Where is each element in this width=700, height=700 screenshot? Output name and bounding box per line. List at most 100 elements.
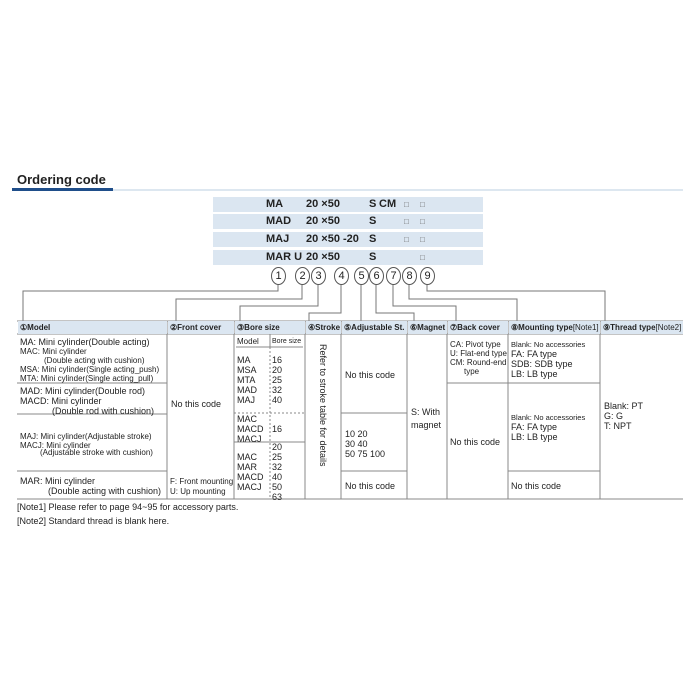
code-back-cover: CM bbox=[379, 198, 397, 210]
front-cover-f: F: Front mounting bbox=[170, 477, 234, 486]
back-cover-cm: CM: Round-end bbox=[450, 358, 507, 367]
mounting-blank: Blank: No accessories bbox=[511, 340, 586, 349]
code-bore-stroke: 20 ×50 bbox=[306, 251, 340, 263]
header-label: Thread type bbox=[610, 323, 656, 332]
title-underline bbox=[113, 189, 683, 191]
column-header-4: ④Stroke bbox=[306, 321, 341, 334]
thread-pt: Blank: PT bbox=[604, 401, 644, 411]
column-header-6: ⑥Magnet bbox=[408, 321, 447, 334]
position-marker-2: 2 bbox=[295, 267, 310, 285]
header-num: ⑨ bbox=[603, 323, 611, 332]
header-label: Front cover bbox=[177, 323, 222, 332]
back-cover-ca: CA: Pivot type bbox=[450, 340, 501, 349]
connector-6 bbox=[375, 285, 415, 321]
adjustable-values: 10 20 30 40 50 75 100 bbox=[345, 429, 386, 459]
model-mac: MAC: Mini cylinder bbox=[20, 347, 87, 356]
model-group-3: MAJ: Mini cylinder(Adjustable stroke) MA… bbox=[20, 432, 153, 457]
position-marker-1: 1 bbox=[271, 267, 286, 285]
bore-g3-sizes: 20 25 32 40 50 63 bbox=[272, 442, 283, 502]
code-row: MAD 20 ×50 S □ □ bbox=[213, 214, 483, 229]
code-magnet: S bbox=[369, 215, 377, 227]
model-mac-desc: (Double acting with cushion) bbox=[44, 356, 145, 365]
mounting-fa-2: FA: FA type bbox=[511, 422, 558, 432]
code-magnet: S bbox=[369, 251, 377, 263]
code-bore-stroke: 20 ×50 bbox=[306, 198, 340, 210]
position-marker-5: 5 bbox=[354, 267, 369, 285]
header-num: ⑧ bbox=[511, 323, 519, 332]
bore-g2-models: MAC MACD MACJ bbox=[237, 414, 264, 444]
adjustable-none-2: No this code bbox=[345, 481, 396, 491]
code-magnet: S bbox=[369, 233, 377, 245]
connector-9 bbox=[426, 285, 606, 321]
header-num: ④ bbox=[308, 323, 316, 332]
header-label: Stroke bbox=[315, 323, 341, 332]
position-marker-9: 9 bbox=[420, 267, 435, 285]
position-marker-3: 3 bbox=[311, 267, 326, 285]
column-header-3: ③Bore size bbox=[235, 321, 305, 334]
connector-1 bbox=[22, 285, 279, 321]
header-label: Back cover bbox=[457, 323, 500, 332]
code-model: MA bbox=[266, 198, 284, 210]
connector-2 bbox=[175, 285, 303, 321]
model-macd-desc: (Double rod with cushion) bbox=[52, 406, 155, 416]
column-header-1: ①Model bbox=[18, 321, 167, 334]
header-label: Magnet bbox=[417, 323, 446, 332]
column-header-9: ⑨Thread type[Note2] bbox=[601, 321, 683, 334]
position-marker-7: 7 bbox=[386, 267, 401, 285]
model-maj: MAJ: Mini cylinder(Adjustable stroke) bbox=[20, 432, 152, 441]
position-marker-6: 6 bbox=[369, 267, 384, 285]
table-grid bbox=[17, 320, 683, 500]
code-thread-placeholder: □ bbox=[420, 253, 425, 262]
mounting-fa: FA: FA type bbox=[511, 349, 558, 359]
model-ma: MA: Mini cylinder(Double acting) bbox=[20, 337, 150, 347]
bore-g2-sizes: 16 bbox=[272, 424, 283, 434]
column-header-8: ⑧Mounting type[Note1] bbox=[509, 321, 600, 334]
front-cover-u: U: Up mounting bbox=[170, 487, 226, 496]
section-title: Ordering code bbox=[17, 172, 106, 187]
stroke-note: Refer to stroke table for details bbox=[318, 344, 328, 467]
model-group-4: MAR: Mini cylinder (Double acting with c… bbox=[20, 476, 161, 496]
code-thread-placeholder: □ bbox=[420, 200, 425, 209]
header-num: ③ bbox=[237, 323, 245, 332]
code-mounting-placeholder: □ bbox=[404, 217, 409, 226]
header-num: ⑥ bbox=[410, 323, 418, 332]
model-msa: MSA: Mini cylinder(Single acting_push) bbox=[20, 365, 160, 374]
adjustable-none-1: No this code bbox=[345, 370, 396, 380]
bore-g1-sizes: 16 20 25 32 40 bbox=[272, 355, 283, 405]
header-label: Model bbox=[27, 323, 51, 332]
code-row: MA 20 ×50 S CM □ □ bbox=[213, 197, 483, 212]
mounting-sdb: SDB: SDB type bbox=[511, 359, 573, 369]
bore-subheader-model: Model bbox=[237, 337, 259, 346]
back-cover-u: U: Flat-end type bbox=[450, 349, 507, 358]
header-num: ① bbox=[20, 323, 28, 332]
back-cover-options: CA: Pivot type U: Flat-end type CM: Roun… bbox=[450, 340, 507, 376]
title-underline-accent bbox=[12, 188, 113, 191]
column-header-5: ⑤Adjustable St. bbox=[342, 321, 407, 334]
connector-7 bbox=[392, 285, 457, 321]
code-model: MAD bbox=[266, 215, 292, 227]
header-note: [Note1] bbox=[572, 323, 599, 332]
code-thread-placeholder: □ bbox=[420, 217, 425, 226]
header-label: Bore size bbox=[244, 323, 280, 332]
header-num: ⑤ bbox=[344, 323, 352, 332]
bore-g1-models: MA MSA MTA MAD MAJ bbox=[237, 355, 257, 405]
code-magnet: S bbox=[369, 198, 377, 210]
model-mar: MAR: Mini cylinder bbox=[20, 476, 96, 486]
back-cover-none: No this code bbox=[450, 437, 501, 447]
bore-g3-models: MAC MAR MACD MACJ bbox=[237, 452, 264, 492]
thread-options: Blank: PT G: G T: NPT bbox=[604, 401, 643, 431]
thread-g: G: G bbox=[604, 411, 624, 421]
code-model: MAJ bbox=[266, 233, 290, 245]
bore-subheader-size: Bore size bbox=[272, 338, 302, 345]
code-row: MAJ 20 ×50 -20 S □ □ bbox=[213, 232, 483, 247]
header-label: Mounting type bbox=[518, 323, 573, 332]
note-1: [Note1] Please refer to page 94~95 for a… bbox=[17, 502, 239, 512]
model-group-1: MA: Mini cylinder(Double acting) MAC: Mi… bbox=[20, 337, 159, 383]
front-cover-none: No this code bbox=[171, 399, 222, 409]
model-group-2: MAD: Mini cylinder(Double rod) MACD: Min… bbox=[20, 386, 154, 416]
model-macj-desc: (Adjustable stroke with cushion) bbox=[40, 448, 153, 457]
model-mta: MTA: Mini cylinder(Single acting_pull) bbox=[20, 374, 154, 383]
model-macd: MACD: Mini cylinder bbox=[20, 396, 102, 406]
